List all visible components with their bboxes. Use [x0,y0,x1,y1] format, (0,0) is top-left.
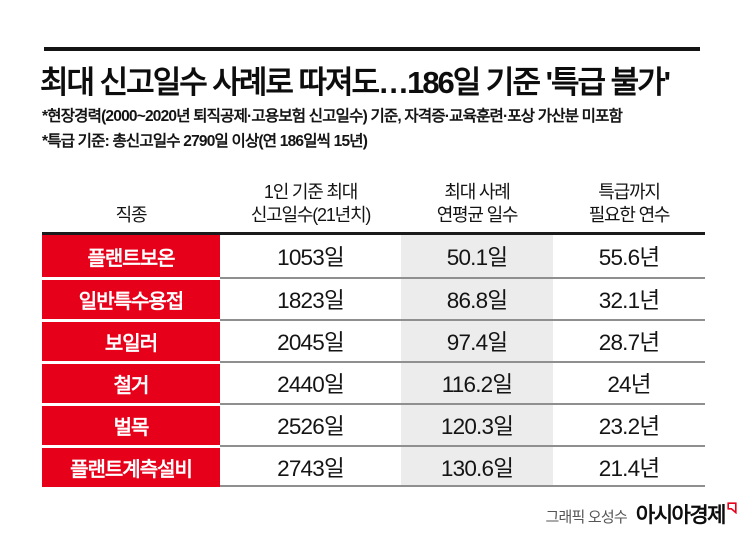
max-days-cell: 2526일 [220,403,401,445]
avg-days-cell: 97.4일 [401,319,553,361]
table-bottom-divider [220,485,705,487]
graphic-credit: 그래픽 오성수 [545,509,628,526]
column-header-job: 직종 [115,205,148,225]
page-title: 최대 신고일수 사례로 따져도…186일 기준 '특급 불가' [40,65,671,100]
table-header-row: 직종 1인 기준 최대 신고일수(21년치) 최대 사례 연평균 일수 특급까지… [42,168,705,235]
avg-days-cell: 130.6일 [401,445,553,487]
table-row: 플랜트계측설비 2743일 130.6일 21.4년 [42,445,705,487]
table-row: 플랜트보온 1053일 50.1일 55.6년 [42,235,705,277]
avg-days-cell: 116.2일 [401,361,553,403]
years-needed-cell: 55.6년 [598,245,660,270]
job-name-cell: 일반특수용접 [42,277,220,319]
brand-logotype: 아시아경제 [636,499,737,529]
max-days-cell: 1053일 [277,245,345,270]
max-days-cell: 1823일 [220,277,401,319]
years-needed-cell: 24년 [553,361,705,403]
max-days-cell: 2440일 [220,361,401,403]
data-table: 직종 1인 기준 최대 신고일수(21년치) 최대 사례 연평균 일수 특급까지… [42,168,705,487]
credit-footer: 그래픽 오성수 아시아경제 [546,499,737,529]
years-needed-cell: 32.1년 [553,277,705,319]
brand-name: 아시아경제 [635,504,727,527]
job-name-cell: 철거 [42,361,220,403]
column-header-avg-days: 최대 사례 연평균 일수 [436,182,519,225]
job-name-cell: 플랜트계측설비 [42,445,220,487]
job-name-cell: 보일러 [42,319,220,361]
years-needed-cell: 23.2년 [553,403,705,445]
table-body: 플랜트보온 1053일 50.1일 55.6년 일반특수용접 1823일 86.… [42,235,705,487]
job-name-cell: 플랜트보온 [42,235,220,277]
footnotes: *현장경력(2000~2020년 퇴직공제·고용보험 신고일수) 기준, 자격증… [42,104,722,154]
footnote-criteria: *현장경력(2000~2020년 퇴직공제·고용보험 신고일수) 기준, 자격증… [42,108,623,125]
column-header-max-days: 1인 기준 최대 신고일수(21년치) [250,182,372,225]
years-needed-cell: 28.7년 [553,319,705,361]
asiae-logo-mark-icon [727,496,737,520]
column-header-years-needed: 특급까지 필요한 연수 [588,182,671,225]
max-days-cell: 2045일 [220,319,401,361]
avg-days-cell: 50.1일 [446,245,508,270]
table-row: 보일러 2045일 97.4일 28.7년 [42,319,705,361]
max-days-cell: 2743일 [220,445,401,487]
table-row: 벌목 2526일 120.3일 23.2년 [42,403,705,445]
avg-days-cell: 120.3일 [401,403,553,445]
years-needed-cell: 21.4년 [553,445,705,487]
top-rule-divider [44,47,700,51]
table-row: 철거 2440일 116.2일 24년 [42,361,705,403]
job-name-cell: 벌목 [42,403,220,445]
avg-days-cell: 86.8일 [401,277,553,319]
footnote-threshold: *특급 기준: 총신고일수 2790일 이상(연 186일씩 15년) [42,133,368,150]
table-row: 일반특수용접 1823일 86.8일 32.1년 [42,277,705,319]
